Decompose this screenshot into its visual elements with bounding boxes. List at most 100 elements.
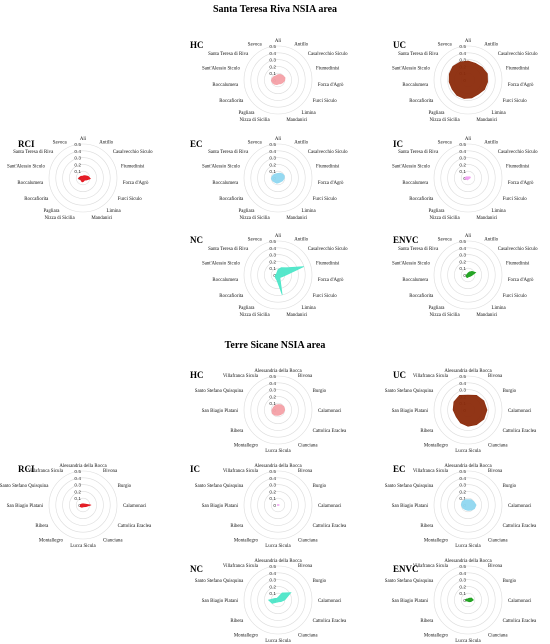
radial-tick-label: 0.4 — [459, 476, 466, 482]
category-label: Furci Siculo — [313, 197, 338, 202]
category-label: Burgio — [503, 389, 517, 394]
category-label: Savoca — [248, 140, 263, 145]
category-label: Bivona — [488, 374, 503, 379]
category-label: Pagliara — [238, 111, 255, 116]
category-label: Roccafiorita — [409, 294, 434, 299]
category-label: Antillo — [294, 42, 308, 47]
category-label: Santo Stefano Quisquina — [385, 389, 434, 394]
radial-tick-label: 0.5 — [459, 469, 466, 475]
radial-tick-label: 0.1 — [269, 71, 276, 77]
category-label: Santa Teresa di Riva — [398, 52, 439, 57]
radial-tick-label: 0.4 — [459, 381, 466, 387]
category-label: Villafranca Sicula — [223, 469, 259, 474]
category-label: Santo Stefano Quisquina — [385, 484, 434, 489]
data-series-area — [448, 60, 488, 99]
radial-tick-label: 0 — [273, 273, 276, 279]
category-label: Limina — [107, 209, 122, 214]
category-label: Forza d'Agrò — [318, 181, 344, 186]
radial-tick-label: 0.4 — [269, 246, 276, 252]
radial-tick-label: 0.1 — [269, 591, 276, 597]
category-label: Savoca — [53, 140, 68, 145]
radial-tick-label: 0.5 — [459, 374, 466, 380]
category-label: Furci Siculo — [118, 197, 143, 202]
category-label: Lucca Sicula — [265, 639, 291, 644]
chart-title: UC — [393, 370, 406, 380]
category-label: Furci Siculo — [313, 99, 338, 104]
radial-tick-label: 0.5 — [269, 564, 276, 570]
grid-ring — [264, 261, 292, 289]
category-label: Burgio — [118, 484, 132, 489]
category-label: Limina — [302, 306, 317, 311]
radial-tick-label: 0.5 — [459, 239, 466, 245]
category-label: Forza d'Agrò — [508, 181, 534, 186]
category-label: Antillo — [484, 237, 498, 242]
category-label: Cianciana — [298, 538, 318, 543]
grid-ring — [433, 565, 503, 635]
radial-tick-label: 0.5 — [459, 44, 466, 50]
category-label: Limina — [302, 209, 317, 214]
radial-tick-label: 0.5 — [269, 239, 276, 245]
chart-title: EC — [190, 139, 203, 149]
category-label: Santo Stefano Quisquina — [195, 389, 244, 394]
grid-ring — [257, 59, 299, 101]
grid-ring — [55, 150, 111, 206]
chart-title: IC — [190, 464, 200, 474]
radial-tick-label: 0.1 — [459, 169, 466, 175]
category-label: Sant'Alessio Siculo — [202, 164, 241, 169]
radial-tick-label: 0.1 — [269, 496, 276, 502]
category-label: Cattolica Eraclea — [503, 429, 537, 434]
category-label: Antillo — [294, 237, 308, 242]
category-label: Cattolica Eraclea — [313, 524, 347, 529]
radial-tick-label: 0.4 — [269, 381, 276, 387]
data-series-area — [460, 499, 477, 511]
radial-tick-label: 0.3 — [269, 253, 276, 259]
grid-ring — [447, 254, 489, 296]
radar-chart-santa-teresa-rci: RCI00.10.20.30.40.5AlìAntilloCasalvecchi… — [7, 137, 153, 221]
category-label: Pagliara — [428, 111, 445, 116]
category-label: Calamonaci — [318, 599, 342, 604]
category-label: Cianciana — [488, 633, 508, 638]
category-label: Santo Stefano Quisquina — [0, 484, 49, 489]
category-label: Pagliara — [238, 306, 255, 311]
category-label: San Biagio Platani — [202, 599, 239, 604]
category-label: Antillo — [484, 42, 498, 47]
category-label: Alessandria della Rocca — [254, 559, 302, 564]
chart-title: ENVC — [393, 235, 419, 245]
grid-ring — [250, 572, 306, 628]
grid-ring — [69, 491, 97, 519]
category-label: Fiumedinisi — [316, 66, 340, 71]
radial-tick-label: 0.1 — [74, 496, 81, 502]
data-series-area — [79, 503, 92, 508]
radial-tick-label: 0.4 — [269, 51, 276, 57]
grid-ring — [447, 579, 489, 621]
category-label: Mandanici — [286, 313, 308, 318]
category-label: Cianciana — [298, 443, 318, 448]
radial-tick-label: 0.5 — [459, 142, 466, 148]
category-label: Casalvecchio Siculo — [308, 150, 348, 155]
category-label: Alessandria della Rocca — [444, 369, 492, 374]
category-label: Lucca Sicula — [70, 544, 96, 549]
category-label: Pagliara — [43, 209, 60, 214]
category-label: Limina — [492, 306, 507, 311]
category-label: Alì — [275, 234, 282, 239]
radial-tick-label: 0.3 — [269, 483, 276, 489]
grid-ring — [440, 477, 496, 533]
chart-title: HC — [190, 370, 204, 380]
radial-tick-label: 0 — [273, 503, 276, 509]
chart-title: EC — [393, 464, 406, 474]
grid-ring — [264, 586, 292, 614]
radial-tick-label: 0.2 — [269, 162, 276, 168]
category-label: Antillo — [99, 140, 113, 145]
category-label: Montallegro — [424, 443, 449, 448]
category-label: Alì — [275, 39, 282, 44]
category-label: Montallegro — [234, 538, 259, 543]
radial-tick-label: 0.3 — [269, 156, 276, 162]
category-label: Cattolica Eraclea — [313, 429, 347, 434]
radial-tick-label: 0 — [463, 176, 466, 182]
category-label: Cianciana — [488, 538, 508, 543]
grid-ring — [250, 477, 306, 533]
category-label: Sant'Alessio Siculo — [7, 164, 46, 169]
category-label: San Biagio Platani — [392, 504, 429, 509]
grid-ring — [69, 164, 97, 192]
